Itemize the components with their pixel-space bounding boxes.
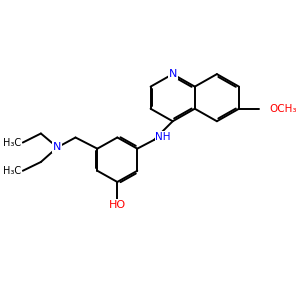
Text: N: N (169, 69, 177, 79)
Text: HO: HO (109, 200, 126, 210)
Text: H₃C: H₃C (3, 137, 22, 148)
Text: N: N (53, 142, 61, 152)
Text: NH: NH (155, 132, 171, 142)
Text: OCH₃: OCH₃ (269, 104, 297, 114)
Text: H₃C: H₃C (3, 166, 22, 176)
